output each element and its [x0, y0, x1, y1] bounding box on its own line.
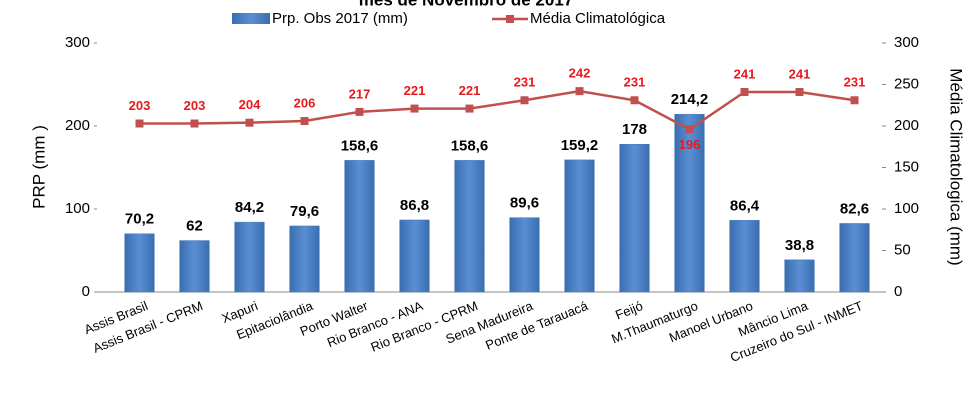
- bar-value-label: 159,2: [561, 137, 599, 154]
- bar-value-label: 89,6: [510, 195, 539, 212]
- bar-value-label: 70,2: [125, 211, 154, 228]
- line-marker: [630, 96, 639, 105]
- line-value-label: 203: [184, 98, 206, 113]
- legend-swatch: [506, 15, 514, 23]
- line-value-label: 231: [624, 75, 646, 90]
- line-marker: [520, 96, 529, 105]
- line-marker: [135, 119, 144, 128]
- bar: [564, 159, 595, 293]
- line-marker: [795, 87, 804, 96]
- bar: [454, 160, 485, 293]
- y-tick-label: 0: [82, 283, 90, 300]
- bar-value-label: 86,4: [730, 197, 760, 214]
- line-marker: [355, 107, 364, 116]
- bar-value-label: 158,6: [341, 137, 379, 154]
- bar-value-label: 38,8: [785, 237, 814, 254]
- y-tick-label: 200: [65, 117, 90, 134]
- bar: [124, 233, 155, 293]
- line-marker: [850, 96, 859, 105]
- bar: [839, 223, 870, 293]
- line-value-label: 241: [789, 66, 811, 81]
- line-value-label: 204: [239, 97, 261, 112]
- y2-tick-label: 50: [894, 241, 911, 258]
- line-marker: [685, 125, 694, 134]
- line-series: [139, 89, 855, 131]
- legend-label: Prp. Obs 2017 (mm): [272, 10, 408, 27]
- y2-tick-label: 250: [894, 75, 919, 92]
- bar: [399, 219, 430, 293]
- line-marker: [300, 117, 309, 126]
- bar-value-label: 158,6: [451, 137, 489, 154]
- line-value-label: 203: [129, 98, 151, 113]
- line-value-label: 217: [349, 86, 371, 101]
- line-marker: [740, 87, 749, 96]
- bar: [729, 220, 760, 293]
- bar: [179, 240, 210, 293]
- bar-value-label: 178: [622, 121, 647, 138]
- y2-tick-label: 150: [894, 158, 919, 175]
- bar-value-label: 62: [186, 218, 203, 235]
- y2-axis-title: Média Climatologica (mm): [947, 68, 966, 265]
- bar: [289, 225, 320, 293]
- bar: [619, 144, 650, 293]
- bar-value-label: 214,2: [671, 91, 709, 108]
- line-value-label: 231: [844, 75, 866, 90]
- line-value-label: 221: [404, 83, 426, 98]
- line-marker: [465, 104, 474, 113]
- bar: [674, 113, 705, 293]
- legend-swatch: [232, 13, 270, 24]
- y2-tick-label: 300: [894, 34, 919, 51]
- y2-tick-label: 100: [894, 200, 919, 217]
- y2-tick-label: 0: [894, 283, 902, 300]
- line-value-label: 196: [679, 137, 701, 152]
- y-tick-label: 100: [65, 200, 90, 217]
- bar-value-label: 82,6: [840, 200, 869, 217]
- y2-tick-label: 200: [894, 117, 919, 134]
- line-value-label: 242: [569, 66, 591, 81]
- legend-label: Média Climatológica: [530, 10, 666, 27]
- line-marker: [410, 104, 419, 113]
- line-marker: [575, 87, 584, 96]
- bar-value-label: 84,2: [235, 199, 264, 216]
- line-value-label: 231: [514, 75, 536, 90]
- line-value-label: 241: [734, 66, 756, 81]
- line-value-label: 221: [459, 83, 481, 98]
- line-marker: [245, 118, 254, 127]
- line-value-label: 206: [294, 95, 316, 110]
- bar: [784, 259, 815, 293]
- bar: [509, 217, 540, 293]
- chart-title: mês de Novembro de 2017: [359, 0, 573, 9]
- bar: [344, 160, 375, 293]
- y-tick-label: 300: [65, 34, 90, 51]
- y-axis-title: PRP (mm ): [29, 125, 48, 209]
- bar-value-label: 79,6: [290, 203, 319, 220]
- bar-value-label: 86,8: [400, 197, 429, 214]
- bar: [234, 221, 265, 293]
- line-marker: [190, 119, 199, 128]
- x-tick-label: Feijó: [613, 298, 645, 322]
